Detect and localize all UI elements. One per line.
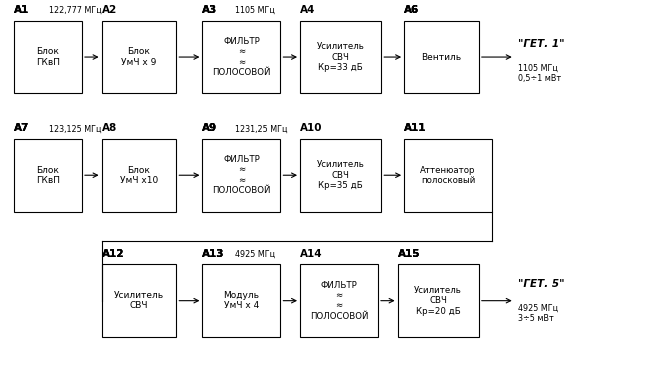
Bar — [300, 264, 378, 337]
Bar — [404, 139, 492, 212]
Text: A8: A8 — [102, 123, 117, 134]
Text: A10: A10 — [300, 123, 323, 134]
Bar — [102, 264, 176, 337]
Text: A3: A3 — [202, 5, 218, 15]
Text: Усилитель
СВЧ
Кр=35 дБ: Усилитель СВЧ Кр=35 дБ — [317, 160, 364, 190]
Text: A12: A12 — [102, 249, 124, 259]
Text: A1: A1 — [14, 5, 29, 15]
Text: Вентиль: Вентиль — [421, 53, 462, 62]
Text: Аттенюатор
полосковый: Аттенюатор полосковый — [421, 166, 476, 185]
Bar — [202, 139, 280, 212]
Text: A4: A4 — [300, 5, 316, 15]
Bar — [300, 139, 381, 212]
Bar — [102, 21, 176, 93]
Text: "ГЕТ. 1": "ГЕТ. 1" — [518, 39, 565, 49]
Text: A15: A15 — [398, 249, 420, 259]
Text: Модуль
УмЧ х 4: Модуль УмЧ х 4 — [224, 291, 259, 310]
Text: 1105 МГц: 1105 МГц — [235, 6, 274, 15]
Text: 4925 МГц: 4925 МГц — [235, 250, 275, 259]
Text: Блок
ГКвП: Блок ГКвП — [36, 47, 60, 67]
Text: 4925 МГц
3÷5 мВт: 4925 МГц 3÷5 мВт — [518, 304, 558, 323]
Text: Блок
УмЧ х 9: Блок УмЧ х 9 — [121, 47, 156, 67]
Text: A2: A2 — [102, 5, 117, 15]
Bar — [14, 139, 82, 212]
Text: A13: A13 — [202, 249, 225, 259]
Bar — [404, 21, 479, 93]
Text: ФИЛЬТР
≈
≈
ПОЛОСОВОЙ: ФИЛЬТР ≈ ≈ ПОЛОСОВОЙ — [212, 155, 271, 195]
Text: A6: A6 — [404, 5, 419, 15]
Text: A11: A11 — [404, 123, 426, 134]
Text: 122,777 МГц: 122,777 МГц — [50, 6, 102, 15]
Bar — [300, 21, 381, 93]
Text: A3: A3 — [202, 5, 218, 15]
Text: A3: A3 — [202, 5, 218, 15]
Text: Усилитель
СВЧ: Усилитель СВЧ — [114, 291, 164, 310]
Text: A13: A13 — [202, 249, 225, 259]
Text: A9: A9 — [202, 123, 218, 134]
Bar — [202, 21, 280, 93]
Text: A11: A11 — [404, 123, 426, 134]
Text: A1: A1 — [14, 5, 29, 15]
Text: Блок
УмЧ х10: Блок УмЧ х10 — [120, 166, 158, 185]
Bar — [202, 264, 280, 337]
Text: A15: A15 — [398, 249, 420, 259]
Text: A15: A15 — [398, 249, 420, 259]
Text: A6: A6 — [404, 5, 419, 15]
Text: Блок
ГКвП: Блок ГКвП — [36, 166, 60, 185]
Text: Усилитель
СВЧ
Кр=33 дБ: Усилитель СВЧ Кр=33 дБ — [317, 42, 364, 72]
Text: A1: A1 — [14, 5, 29, 15]
Text: 1105 МГц
0,5÷1 мВт: 1105 МГц 0,5÷1 мВт — [518, 64, 561, 83]
Text: A6: A6 — [404, 5, 419, 15]
Text: Усилитель
СВЧ
Кр=20 дБ: Усилитель СВЧ Кр=20 дБ — [414, 286, 462, 316]
Bar — [14, 21, 82, 93]
Text: 123,125 МГц: 123,125 МГц — [50, 124, 102, 134]
Text: A14: A14 — [300, 249, 323, 259]
Text: A13: A13 — [202, 249, 225, 259]
Text: A7: A7 — [14, 123, 29, 134]
Text: A7: A7 — [14, 123, 29, 134]
Text: "ГЕТ. 5": "ГЕТ. 5" — [518, 279, 565, 289]
Text: A9: A9 — [202, 123, 218, 134]
Bar — [398, 264, 479, 337]
Text: 1231,25 МГц: 1231,25 МГц — [235, 124, 288, 134]
Text: A12: A12 — [102, 249, 124, 259]
Text: ФИЛЬТР
≈
≈
ПОЛОСОВОЙ: ФИЛЬТР ≈ ≈ ПОЛОСОВОЙ — [212, 37, 271, 77]
Text: A9: A9 — [202, 123, 218, 134]
Text: A7: A7 — [14, 123, 29, 134]
Text: A11: A11 — [404, 123, 426, 134]
Bar — [102, 139, 176, 212]
Text: ФИЛЬТР
≈
≈
ПОЛОСОВОЙ: ФИЛЬТР ≈ ≈ ПОЛОСОВОЙ — [310, 281, 368, 321]
Text: A12: A12 — [102, 249, 124, 259]
